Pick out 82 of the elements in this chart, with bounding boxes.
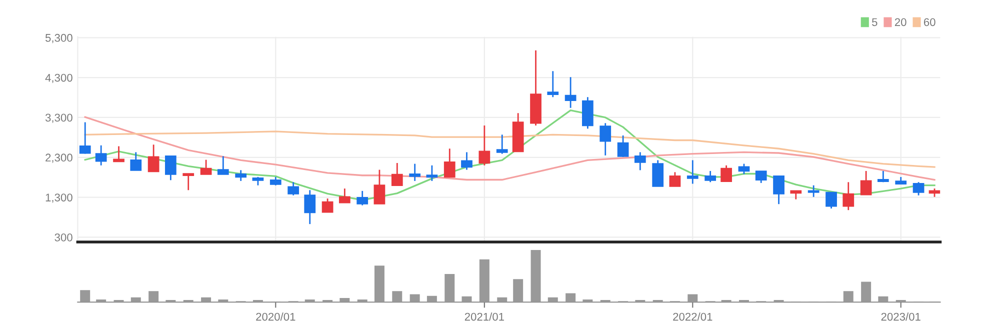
candlestick bbox=[235, 169, 247, 182]
bar bbox=[304, 300, 315, 302]
candlestick bbox=[95, 144, 107, 166]
candlestick bbox=[148, 144, 160, 172]
y-tick-label: 1,300 bbox=[46, 194, 72, 203]
candlestick bbox=[860, 170, 872, 196]
candlestick bbox=[669, 171, 681, 187]
candlestick bbox=[200, 159, 212, 175]
legend-label: 60 bbox=[924, 18, 936, 26]
bar bbox=[497, 297, 508, 302]
bar bbox=[566, 293, 576, 302]
candlestick bbox=[634, 152, 646, 171]
bar bbox=[130, 297, 141, 302]
x-tick-label: 2023/01 bbox=[881, 312, 920, 321]
x-tick-label: 2020/01 bbox=[256, 312, 296, 321]
candlestick bbox=[720, 164, 732, 182]
bar bbox=[426, 296, 437, 302]
bar bbox=[218, 300, 228, 302]
candlestick bbox=[547, 70, 559, 98]
candlestick bbox=[686, 160, 698, 184]
candlestick bbox=[130, 152, 142, 171]
bar bbox=[201, 297, 212, 302]
bar bbox=[530, 250, 541, 302]
candlestick bbox=[826, 192, 837, 210]
line-series bbox=[84, 116, 936, 181]
bar bbox=[357, 300, 368, 302]
candlestick bbox=[652, 160, 664, 187]
bar bbox=[548, 297, 558, 302]
bar bbox=[444, 274, 455, 302]
bar bbox=[462, 296, 472, 302]
candlestick bbox=[409, 163, 421, 182]
y-tick-label: 300 bbox=[54, 234, 72, 242]
bar bbox=[374, 266, 384, 302]
candlestick bbox=[496, 134, 508, 155]
candlestick bbox=[444, 148, 456, 178]
candlestick bbox=[808, 184, 820, 198]
candlestick bbox=[182, 173, 194, 191]
y-tick-label: 2,300 bbox=[46, 154, 72, 163]
candlestick bbox=[738, 163, 750, 175]
candlestick bbox=[461, 152, 472, 170]
bar bbox=[392, 291, 402, 302]
y-tick-label: 3,300 bbox=[45, 114, 72, 123]
candlestick bbox=[912, 181, 924, 196]
bar bbox=[80, 290, 90, 302]
x-tick-label: 2022/01 bbox=[673, 312, 712, 321]
candlestick bbox=[755, 170, 767, 184]
candlestick bbox=[391, 162, 403, 186]
candlestick bbox=[478, 124, 490, 166]
candlestick bbox=[617, 134, 629, 158]
legend-label: 5 bbox=[872, 18, 878, 26]
candlestick bbox=[356, 190, 368, 206]
x-tick-label: 2021/01 bbox=[464, 312, 504, 321]
bar bbox=[843, 291, 854, 302]
candlestick bbox=[704, 170, 716, 183]
bar bbox=[148, 291, 159, 302]
bar bbox=[861, 282, 872, 302]
bar bbox=[410, 294, 420, 302]
bar bbox=[878, 296, 888, 302]
candlestick bbox=[304, 189, 316, 225]
candlestick bbox=[842, 181, 854, 211]
candlestick bbox=[564, 76, 576, 109]
candlestick bbox=[288, 181, 300, 196]
bar bbox=[96, 300, 106, 302]
candlestick bbox=[374, 169, 386, 204]
bar bbox=[340, 298, 350, 302]
candlestick bbox=[79, 122, 91, 155]
candlestick bbox=[164, 156, 176, 181]
legend-label: 20 bbox=[894, 18, 906, 26]
y-tick-label: 5,300 bbox=[45, 34, 72, 44]
candlestick bbox=[113, 146, 124, 162]
candlestick bbox=[217, 156, 229, 175]
candlestick bbox=[426, 164, 438, 182]
line-series bbox=[84, 130, 936, 168]
bar bbox=[582, 300, 593, 302]
bar bbox=[479, 259, 490, 302]
candlestick bbox=[322, 198, 334, 213]
candlestick bbox=[338, 188, 350, 204]
bar bbox=[688, 294, 698, 302]
y-tick-label: 4,300 bbox=[45, 74, 72, 84]
candlestick bbox=[600, 122, 612, 156]
candlestick bbox=[773, 175, 784, 205]
bar bbox=[513, 279, 524, 302]
